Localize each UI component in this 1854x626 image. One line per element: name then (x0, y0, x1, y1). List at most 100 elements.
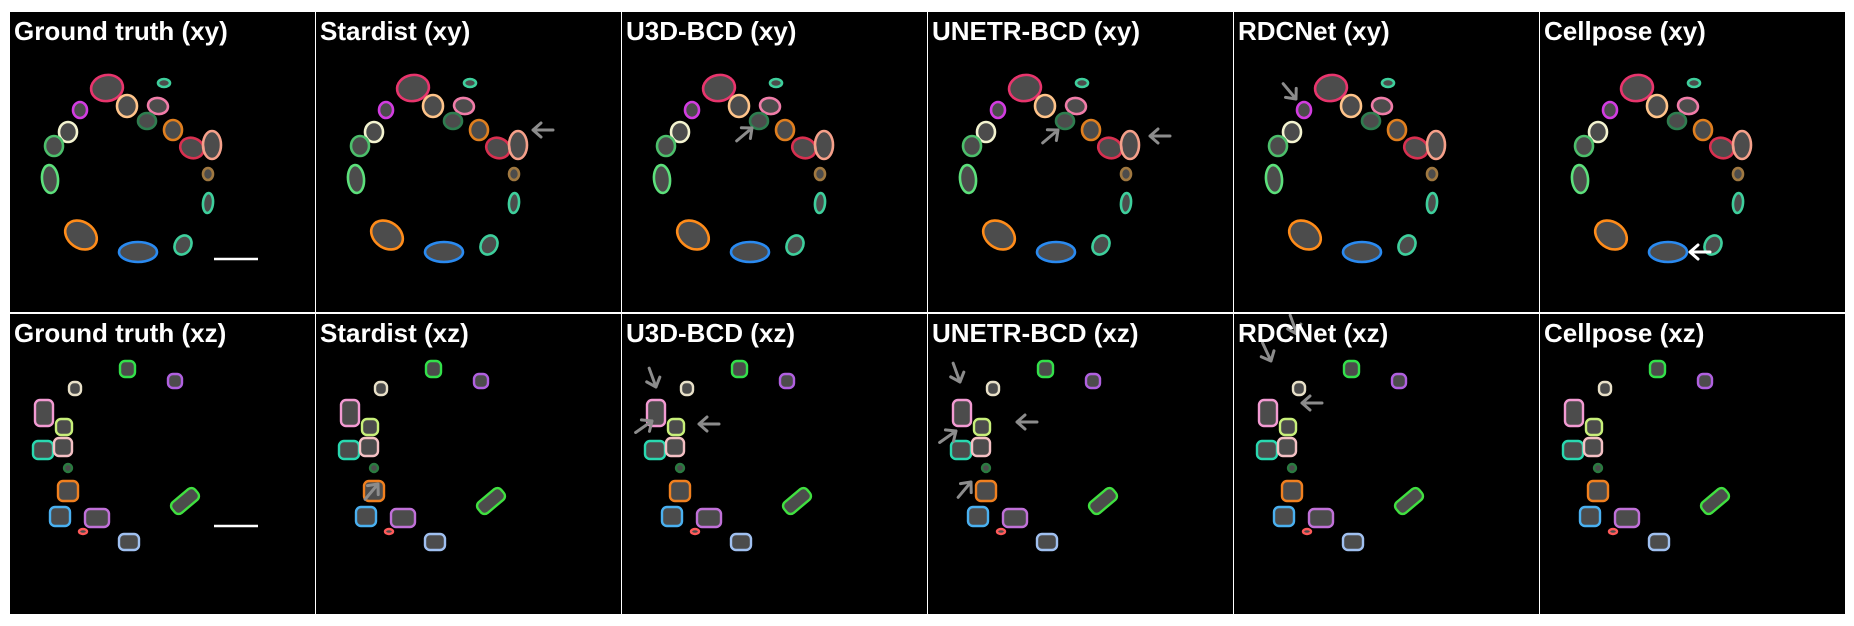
nucleus-outline (395, 73, 431, 103)
panel-title: U3D-BCD (xy) (626, 16, 797, 46)
nucleus-outline (1341, 240, 1383, 264)
nucleus-outline (468, 118, 490, 142)
nucleus-outline (1731, 191, 1745, 215)
segmentation-image (1255, 314, 1425, 552)
nucleus-outline (768, 77, 784, 89)
nucleus-outline (674, 462, 686, 474)
nucleus-outline (1257, 398, 1279, 428)
nucleus-outline (1341, 532, 1365, 552)
segmentation-image (652, 73, 835, 264)
panel-ground-truth-xz: Ground truth (xz) (10, 314, 315, 614)
nucleus-outline (748, 111, 770, 131)
arrow-annotation (1259, 341, 1276, 363)
nucleus-outline (1287, 219, 1323, 251)
arrow-annotation (949, 361, 966, 384)
nucleus-outline (1397, 234, 1417, 256)
nucleus-outline (669, 120, 691, 144)
nucleus-outline (507, 129, 529, 161)
nucleus-outline (1342, 359, 1361, 379)
nucleus-outline (1091, 234, 1111, 256)
nucleus-outline (1119, 166, 1133, 182)
nucleus-outline (1339, 93, 1363, 119)
nucleus-outline (442, 111, 464, 131)
nucleus-outline (83, 507, 111, 529)
nucleus-outline (1281, 120, 1303, 144)
nucleus-outline (475, 486, 507, 516)
nucleus-outline (774, 118, 796, 142)
nucleus-outline (995, 527, 1007, 536)
panel-title: Ground truth (xy) (14, 16, 228, 46)
nucleus-outline (452, 96, 476, 116)
nucleus-outline (974, 479, 998, 503)
panel-u3d-bcd-xy: U3D-BCD (xy) (622, 12, 927, 312)
nucleus-outline (156, 77, 172, 89)
figure-grid: Ground truth (xy) Stardist (xy) U3D-BCD … (10, 12, 1845, 616)
nucleus-outline (1597, 380, 1613, 397)
nucleus-outline (1272, 505, 1296, 528)
nucleus-outline (1582, 436, 1604, 458)
nucleus-outline (1036, 359, 1055, 379)
nucleus-outline (369, 219, 405, 251)
nucleus-outline (507, 166, 521, 182)
nucleus-outline (77, 527, 89, 536)
nucleus-outline (1561, 439, 1585, 461)
nucleus-outline (1278, 417, 1298, 437)
nucleus-outline (52, 436, 74, 458)
nucleus-outline (966, 505, 990, 528)
nucleus-outline (56, 479, 80, 503)
segmentation-image (31, 359, 258, 552)
nucleus-outline (679, 380, 695, 397)
nucleus-outline (951, 398, 973, 428)
nucleus-outline (117, 240, 159, 264)
nucleus-outline (1280, 479, 1304, 503)
nucleus-outline (1647, 240, 1689, 264)
nucleus-outline (1648, 359, 1667, 379)
nucleus-outline (169, 486, 201, 516)
nucleus-outline (346, 163, 366, 195)
nucleus-outline (1084, 372, 1102, 390)
nucleus-outline (1307, 507, 1335, 529)
nucleus-outline (1666, 111, 1688, 131)
panel-cellpose-xy: Cellpose (xy) (1540, 12, 1845, 312)
nucleus-outline (949, 439, 973, 461)
nucleus-outline (162, 118, 184, 142)
nucleus-outline (423, 240, 465, 264)
nucleus-outline (727, 93, 751, 119)
nucleus-outline (1647, 532, 1671, 552)
nucleus-outline (1645, 93, 1669, 119)
segmentation-image (938, 359, 1119, 552)
nucleus-outline (1390, 372, 1408, 390)
nucleus-outline (1573, 134, 1595, 158)
segmentation-image (958, 73, 1172, 264)
nucleus-outline (1584, 417, 1604, 437)
panel-cellpose-xz: Cellpose (xz) (1540, 314, 1845, 614)
nucleus-outline (71, 100, 89, 120)
panel-title: Stardist (xy) (320, 16, 471, 46)
arrow-annotation (1015, 413, 1039, 431)
nucleus-outline (1313, 73, 1349, 103)
nucleus-outline (668, 479, 692, 503)
segmentation-image (40, 73, 258, 264)
nucleus-outline (675, 219, 711, 251)
nucleus-outline (1033, 93, 1057, 119)
nucleus-outline (781, 486, 813, 516)
arrow-annotation (735, 126, 754, 143)
nucleus-outline (383, 527, 395, 536)
nucleus-outline (655, 134, 677, 158)
nucleus-outline (1386, 118, 1408, 142)
nucleus-outline (1380, 77, 1396, 89)
nucleus-outline (1699, 486, 1731, 516)
nucleus-outline (652, 163, 672, 195)
nucleus-outline (701, 73, 737, 103)
nucleus-outline (730, 359, 749, 379)
nucleus-outline (389, 507, 417, 529)
nucleus-outline (1731, 129, 1753, 161)
nucleus-outline (1592, 462, 1604, 474)
nucleus-outline (1074, 77, 1090, 89)
nucleus-outline (729, 240, 771, 264)
nucleus-outline (666, 417, 686, 437)
panel-title: Stardist (xz) (320, 318, 469, 348)
nucleus-outline (1703, 234, 1723, 256)
nucleus-outline (1696, 372, 1714, 390)
nucleus-outline (472, 372, 490, 390)
